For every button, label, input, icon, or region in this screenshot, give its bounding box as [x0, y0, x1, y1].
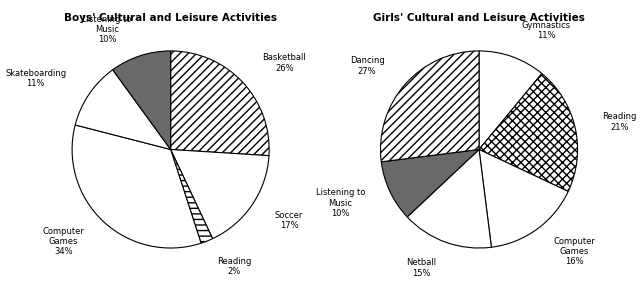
Wedge shape [479, 74, 577, 191]
Wedge shape [479, 51, 542, 150]
Wedge shape [381, 150, 479, 217]
Wedge shape [171, 150, 212, 243]
Text: Netball
15%: Netball 15% [406, 258, 436, 278]
Title: Boys' Cultural and Leisure Activities: Boys' Cultural and Leisure Activities [64, 13, 277, 23]
Wedge shape [479, 150, 568, 247]
Text: Reading
2%: Reading 2% [217, 257, 252, 276]
Text: Soccer
17%: Soccer 17% [275, 211, 303, 230]
Wedge shape [72, 125, 201, 248]
Wedge shape [113, 51, 171, 150]
Text: Skateboarding
11%: Skateboarding 11% [5, 69, 67, 88]
Text: Computer
Games
16%: Computer Games 16% [553, 237, 595, 267]
Wedge shape [407, 150, 492, 248]
Text: Dancing
27%: Dancing 27% [349, 56, 385, 76]
Wedge shape [75, 70, 171, 150]
Wedge shape [171, 51, 269, 156]
Text: Computer
Games
34%: Computer Games 34% [42, 226, 84, 256]
Text: Basketball
26%: Basketball 26% [262, 54, 307, 73]
Text: Reading
21%: Reading 21% [602, 112, 637, 132]
Text: Listening to
Music
10%: Listening to Music 10% [316, 188, 365, 218]
Text: Gymnastics
11%: Gymnastics 11% [522, 21, 571, 40]
Text: Listening to
Music
10%: Listening to Music 10% [83, 15, 132, 45]
Title: Girls' Cultural and Leisure Activities: Girls' Cultural and Leisure Activities [373, 13, 585, 23]
Wedge shape [381, 51, 479, 162]
Wedge shape [171, 150, 269, 239]
